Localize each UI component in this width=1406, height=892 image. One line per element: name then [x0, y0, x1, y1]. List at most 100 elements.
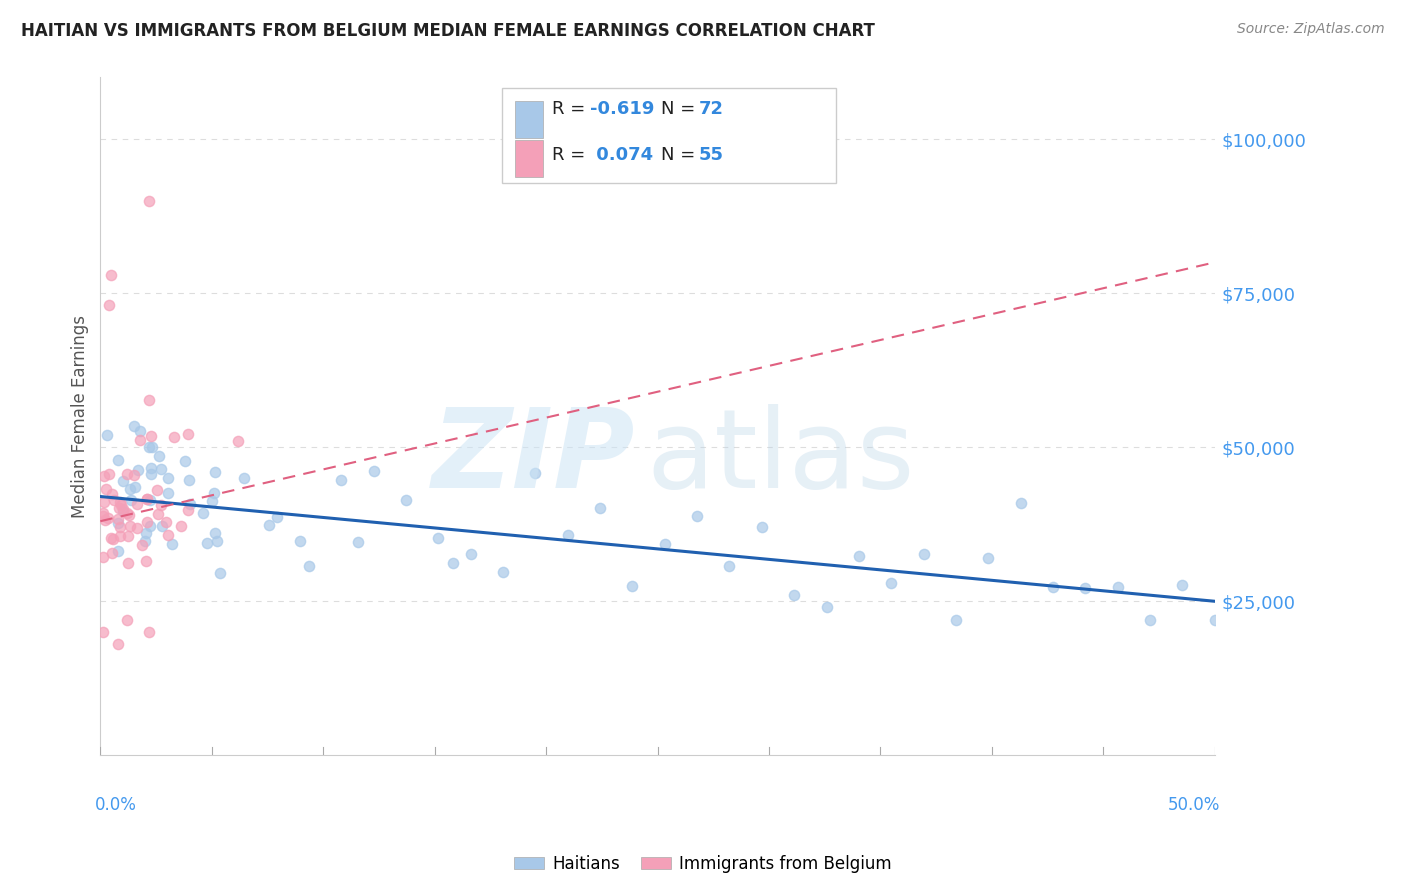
- Point: [150, 462, 173, 476]
- Point: [170, 518, 193, 533]
- Point: [395, 493, 418, 508]
- Point: [686, 509, 709, 524]
- Point: [363, 464, 385, 478]
- Point: [124, 480, 146, 494]
- Point: [138, 194, 160, 208]
- Point: [107, 452, 129, 467]
- Point: [141, 440, 163, 454]
- Point: [97, 511, 120, 525]
- Point: [101, 532, 124, 546]
- Point: [135, 491, 157, 506]
- Point: [108, 500, 131, 515]
- Point: [155, 515, 177, 529]
- Text: -0.619: -0.619: [589, 100, 654, 119]
- Point: [152, 519, 174, 533]
- Point: [783, 588, 806, 602]
- Point: [91, 506, 114, 520]
- Point: [120, 482, 142, 496]
- Point: [945, 613, 967, 627]
- Point: [139, 429, 162, 443]
- Point: [100, 268, 122, 282]
- Point: [912, 547, 935, 561]
- Point: [117, 556, 139, 570]
- Point: [112, 504, 135, 518]
- Point: [93, 469, 115, 483]
- Point: [160, 537, 183, 551]
- Point: [96, 482, 118, 496]
- Text: N =: N =: [661, 146, 702, 164]
- Point: [138, 625, 160, 640]
- Point: [100, 532, 122, 546]
- Point: [129, 425, 152, 439]
- FancyBboxPatch shape: [502, 87, 837, 183]
- Point: [202, 485, 225, 500]
- Text: Source: ZipAtlas.com: Source: ZipAtlas.com: [1237, 22, 1385, 37]
- Y-axis label: Median Female Earnings: Median Female Earnings: [72, 315, 89, 518]
- Point: [122, 467, 145, 482]
- Point: [94, 512, 117, 526]
- Point: [204, 465, 226, 479]
- Point: [110, 495, 132, 509]
- Point: [1107, 580, 1129, 594]
- Point: [288, 534, 311, 549]
- Point: [107, 637, 129, 651]
- Point: [110, 498, 132, 512]
- Point: [330, 474, 353, 488]
- Text: R =: R =: [551, 146, 591, 164]
- Point: [177, 426, 200, 441]
- Point: [96, 428, 118, 442]
- Point: [1042, 580, 1064, 594]
- Point: [98, 467, 121, 482]
- Point: [524, 466, 547, 480]
- Point: [135, 525, 157, 540]
- Point: [654, 537, 676, 551]
- Point: [125, 497, 148, 511]
- Point: [91, 625, 114, 640]
- Point: [139, 467, 162, 481]
- Point: [226, 434, 249, 448]
- Point: [441, 556, 464, 570]
- Point: [115, 467, 138, 482]
- Point: [815, 599, 838, 614]
- Point: [205, 534, 228, 549]
- Point: [208, 566, 231, 581]
- Point: [156, 528, 179, 542]
- Point: [115, 613, 138, 627]
- Point: [91, 508, 114, 523]
- Point: [115, 506, 138, 520]
- Text: 50.0%: 50.0%: [1168, 796, 1220, 814]
- Point: [751, 520, 773, 534]
- Text: 55: 55: [699, 146, 724, 164]
- Text: 0.0%: 0.0%: [94, 796, 136, 814]
- Point: [100, 486, 122, 500]
- Point: [179, 497, 201, 511]
- Point: [107, 512, 129, 526]
- Point: [91, 550, 114, 565]
- Point: [1010, 496, 1032, 510]
- Point: [107, 516, 129, 530]
- Point: [156, 471, 179, 485]
- Text: 0.074: 0.074: [589, 146, 652, 164]
- Point: [103, 493, 125, 508]
- Point: [148, 449, 170, 463]
- Point: [98, 298, 121, 312]
- Point: [117, 529, 139, 543]
- Point: [880, 575, 903, 590]
- Point: [460, 547, 482, 561]
- Point: [427, 531, 450, 545]
- Point: [131, 538, 153, 552]
- Text: HAITIAN VS IMMIGRANTS FROM BELGIUM MEDIAN FEMALE EARNINGS CORRELATION CHART: HAITIAN VS IMMIGRANTS FROM BELGIUM MEDIA…: [21, 22, 875, 40]
- Point: [125, 521, 148, 535]
- Point: [177, 503, 200, 517]
- Point: [146, 508, 169, 522]
- Point: [718, 559, 741, 574]
- Point: [179, 473, 201, 487]
- Point: [1171, 578, 1194, 592]
- Point: [135, 492, 157, 507]
- Point: [138, 393, 160, 408]
- Point: [112, 474, 135, 488]
- Legend: Haitians, Immigrants from Belgium: Haitians, Immigrants from Belgium: [508, 848, 898, 880]
- Point: [298, 558, 321, 573]
- Point: [257, 517, 280, 532]
- Point: [138, 441, 160, 455]
